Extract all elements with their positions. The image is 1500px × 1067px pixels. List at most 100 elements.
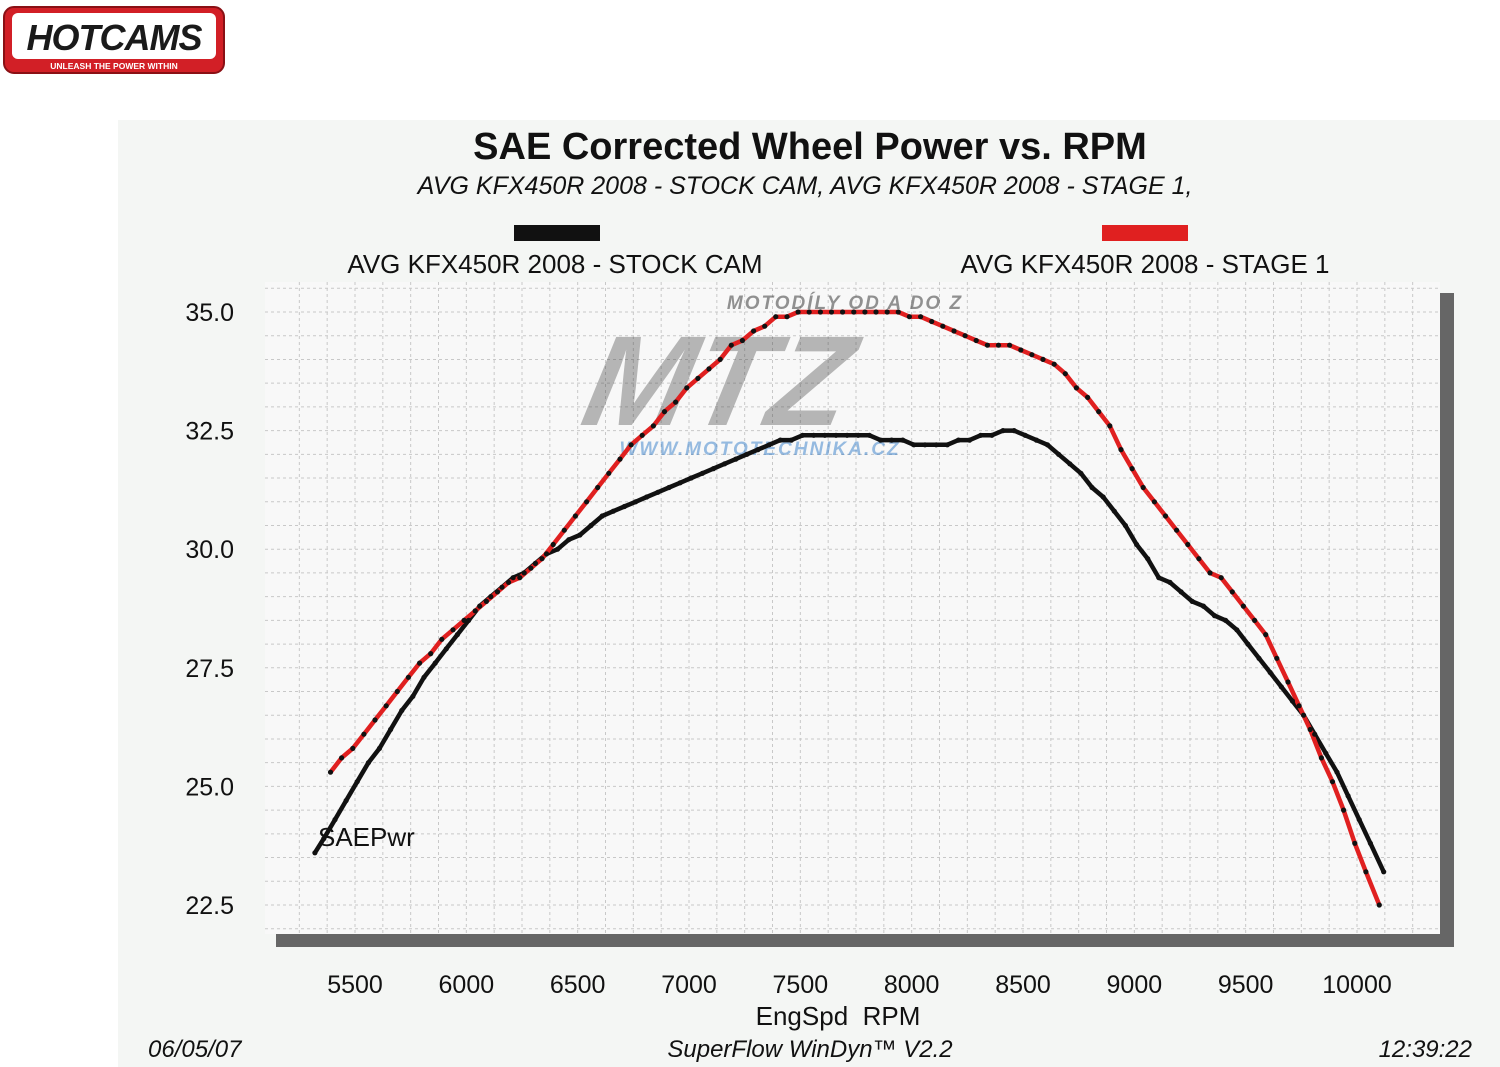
x-tick-label: 9500 <box>1218 971 1274 999</box>
series <box>312 309 1387 908</box>
data-point-stock-cam <box>510 575 516 581</box>
grid <box>265 282 1440 934</box>
data-point-stock-cam <box>421 674 427 680</box>
data-point-stock-cam <box>312 850 318 856</box>
data-point-stock-cam <box>1334 769 1340 775</box>
data-point-stage-1 <box>606 470 612 476</box>
data-point-stage-1 <box>1051 361 1057 367</box>
data-point-stock-cam <box>1145 556 1151 562</box>
data-point-stage-1 <box>1341 807 1347 813</box>
data-point-stock-cam <box>321 836 327 842</box>
data-point-stock-cam <box>521 570 527 576</box>
data-point-stock-cam <box>989 432 995 438</box>
data-point-stage-1 <box>1318 755 1324 761</box>
data-point-stage-1 <box>929 318 935 325</box>
data-point-stage-1 <box>1352 840 1358 846</box>
y-axis-label: SAEPwr <box>318 822 415 852</box>
data-point-stage-1 <box>795 309 801 315</box>
data-point-stock-cam <box>543 551 550 557</box>
logo-tagline: UNLEASH THE POWER WITHIN <box>50 61 178 71</box>
data-point-stock-cam <box>588 522 594 529</box>
data-point-stage-1 <box>361 731 367 737</box>
data-point-stage-1 <box>1363 869 1369 875</box>
data-point-stage-1 <box>517 575 523 581</box>
data-point-stage-1 <box>1240 603 1246 609</box>
data-point-stage-1 <box>951 328 957 334</box>
data-point-stock-cam <box>1044 442 1051 448</box>
data-point-stock-cam <box>1078 470 1084 476</box>
data-point-stock-cam <box>1356 817 1362 823</box>
data-point-stage-1 <box>617 456 623 462</box>
x-axis-label: EngSpd RPM <box>756 1001 921 1031</box>
data-point-stock-cam <box>644 494 650 500</box>
data-point-stage-1 <box>962 333 968 339</box>
dyno-chart-panel: SAE Corrected Wheel Power vs. RPM AVG KF… <box>118 120 1500 1067</box>
data-point-stage-1 <box>472 608 478 614</box>
data-point-stock-cam <box>855 432 861 438</box>
x-tick-label: 10000 <box>1322 971 1392 999</box>
data-point-stock-cam <box>1033 437 1039 443</box>
data-point-stage-1 <box>1218 575 1224 581</box>
data-point-stage-1 <box>483 598 489 605</box>
x-tick-label: 7000 <box>661 971 717 999</box>
data-point-stage-1 <box>661 409 668 415</box>
data-point-stock-cam <box>1345 793 1351 799</box>
data-point-stock-cam <box>1211 613 1218 619</box>
data-point-stage-1 <box>428 651 434 657</box>
data-point-stage-1 <box>906 314 913 320</box>
data-point-stage-1 <box>550 541 556 548</box>
x-tick-label: 5500 <box>327 971 383 999</box>
data-point-stock-cam <box>699 470 706 476</box>
data-point-stage-1 <box>884 309 890 315</box>
data-point-stock-cam <box>777 437 783 443</box>
data-point-stage-1 <box>1174 527 1180 533</box>
data-point-stock-cam <box>1156 575 1162 581</box>
data-point-stock-cam <box>1111 508 1117 514</box>
logo-wordmark: HOTCAMS <box>27 17 203 58</box>
data-point-stock-cam <box>1189 598 1195 605</box>
data-point-stage-1 <box>461 617 467 624</box>
data-point-stock-cam <box>688 475 694 481</box>
data-point-stock-cam <box>900 437 906 443</box>
plot-area <box>265 282 1440 934</box>
data-point-stage-1 <box>405 674 411 680</box>
data-point-stock-cam <box>566 537 572 543</box>
data-point-stock-cam <box>1245 641 1251 647</box>
data-point-stage-1 <box>1196 556 1202 562</box>
data-point-stage-1 <box>918 314 924 320</box>
data-point-stock-cam <box>499 584 505 590</box>
data-point-stock-cam <box>1167 579 1173 586</box>
data-point-stock-cam <box>621 503 628 510</box>
data-point-stock-cam <box>1267 669 1273 676</box>
data-point-stage-1 <box>895 309 901 315</box>
data-point-stock-cam <box>822 432 828 438</box>
data-point-stock-cam <box>443 646 449 652</box>
data-point-stock-cam <box>1056 451 1062 457</box>
data-point-stock-cam <box>1289 698 1295 704</box>
data-point-stage-1 <box>1096 409 1102 415</box>
data-point-stock-cam <box>365 760 371 766</box>
data-point-stock-cam <box>866 432 873 438</box>
data-point-stock-cam <box>1301 712 1307 718</box>
data-point-stage-1 <box>1207 570 1213 576</box>
data-point-stage-1 <box>1376 902 1382 908</box>
data-point-stock-cam <box>1223 617 1229 624</box>
data-point-stock-cam <box>911 442 917 448</box>
y-tick-label: 22.5 <box>185 892 234 920</box>
data-point-stage-1 <box>417 660 423 666</box>
data-point-stock-cam <box>1178 589 1184 595</box>
data-point-stock-cam <box>955 437 962 443</box>
data-point-stock-cam <box>733 456 739 462</box>
footer-time: 12:39:22 <box>1379 1036 1472 1063</box>
data-point-stage-1 <box>695 375 701 381</box>
data-point-stage-1 <box>717 356 723 362</box>
data-point-stock-cam <box>889 437 895 443</box>
hotcams-logo: HOTCAMS UNLEASH THE POWER WITHIN <box>3 6 225 74</box>
data-point-stock-cam <box>343 798 349 804</box>
data-point-stage-1 <box>1029 352 1035 358</box>
data-point-stock-cam <box>1367 840 1373 846</box>
chart-title: SAE Corrected Wheel Power vs. RPM <box>473 126 1147 168</box>
data-point-stage-1 <box>450 627 456 633</box>
x-tick-label: 7500 <box>773 971 829 999</box>
data-point-stock-cam <box>1312 731 1318 737</box>
